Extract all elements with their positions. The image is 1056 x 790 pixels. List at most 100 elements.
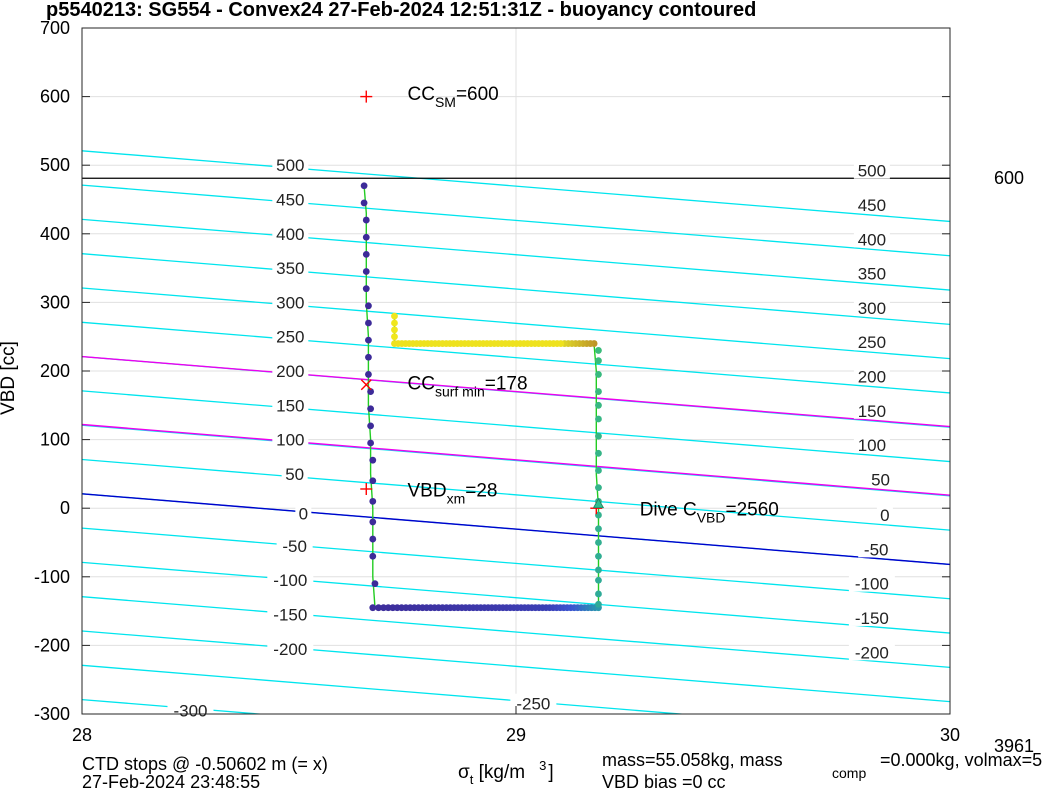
contour-label-bg bbox=[867, 469, 894, 488]
contour-label-bg bbox=[272, 155, 309, 174]
contour-label: -50 bbox=[282, 537, 307, 556]
chart-title: p5540213: SG554 - Convex24 27-Feb-2024 1… bbox=[46, 0, 756, 21]
contour-line bbox=[82, 596, 950, 668]
descent-point bbox=[365, 302, 372, 310]
ctd-stops-text: CTD stops @ -0.50602 m (= x) bbox=[82, 754, 328, 774]
descent-point bbox=[360, 199, 368, 207]
x-axis-label-symbol: σ bbox=[458, 762, 470, 783]
y-tick-label: 300 bbox=[40, 292, 70, 312]
contour-label: -200 bbox=[855, 643, 889, 662]
y-tick-label: -100 bbox=[34, 567, 70, 587]
contour-label-bg bbox=[853, 229, 890, 248]
annotation-value: =28 bbox=[465, 480, 497, 501]
descent-point bbox=[362, 250, 370, 258]
bottom-point bbox=[369, 604, 377, 612]
contour-label-bg bbox=[510, 693, 557, 712]
contour-label-bg bbox=[276, 535, 313, 554]
surface-point bbox=[391, 312, 398, 320]
zero-buoyancy-line bbox=[82, 493, 950, 566]
contour-label: 250 bbox=[858, 333, 886, 352]
contour-label: 250 bbox=[276, 328, 304, 347]
contour-label: 0 bbox=[880, 506, 889, 525]
contour-label-bg bbox=[267, 638, 314, 657]
contour-label-bg bbox=[853, 366, 890, 385]
contour-label: -100 bbox=[273, 571, 307, 590]
descent-point bbox=[369, 477, 377, 485]
annotation: CCSM=600 bbox=[408, 84, 499, 110]
contour-line bbox=[82, 698, 267, 714]
x-axis-label-subscript: t bbox=[470, 772, 474, 787]
x-axis-label-close: ] bbox=[548, 762, 553, 783]
contour-label-bg bbox=[848, 573, 895, 592]
descent-point bbox=[362, 216, 370, 224]
contour-label-bg bbox=[272, 429, 309, 448]
contour-label-bg bbox=[267, 570, 314, 589]
bottom-point bbox=[375, 604, 382, 612]
x-tick-label: 28 bbox=[72, 725, 92, 745]
ascent-point bbox=[595, 539, 602, 546]
contour-label-bg bbox=[848, 607, 895, 626]
contour-line bbox=[82, 561, 950, 634]
descent-point bbox=[365, 353, 372, 361]
descent-point bbox=[367, 422, 375, 430]
descent-point bbox=[369, 552, 377, 560]
annotation: CCsurf min=178 bbox=[408, 373, 528, 399]
annotation-subscript: surf min bbox=[435, 383, 485, 399]
contour-line bbox=[82, 527, 950, 600]
annotation-main: VBD bbox=[408, 480, 447, 501]
vbd-bias-text: VBD bias =0 cc bbox=[602, 772, 726, 790]
annotation: Dive CVBD=2560 bbox=[640, 500, 779, 526]
ascent-point bbox=[595, 388, 602, 395]
contour-label: 400 bbox=[276, 225, 304, 244]
descent-point bbox=[365, 319, 372, 327]
descent-point bbox=[360, 182, 368, 190]
contour-label-bg bbox=[853, 332, 890, 351]
dive-c-vbd-triangle bbox=[592, 497, 605, 509]
contour-label-bg bbox=[272, 258, 309, 277]
contour-line bbox=[82, 390, 950, 463]
x-axis-label-superscript: 3 bbox=[539, 758, 546, 773]
contour-line bbox=[82, 253, 950, 325]
contour-label: 50 bbox=[871, 470, 890, 489]
ascent-point bbox=[595, 552, 602, 560]
contour-labels: 500450400350300250200150100500-50-100-15… bbox=[167, 155, 895, 721]
annotation: VBDxm=28 bbox=[408, 480, 498, 506]
contour-label-bg bbox=[272, 189, 309, 208]
descent-point bbox=[369, 456, 377, 464]
buoyancy-contours bbox=[82, 150, 950, 714]
marker-cross-b bbox=[360, 379, 372, 391]
mass-text: mass=55.058kg, mass bbox=[602, 750, 783, 770]
x-axis-label: σt [kg/m 3] bbox=[458, 758, 554, 787]
contour-label: 100 bbox=[858, 436, 886, 455]
surface-point bbox=[391, 319, 398, 327]
descent-point bbox=[362, 268, 370, 275]
contour-label-bg bbox=[853, 194, 890, 213]
footer-right-number: 3961 bbox=[994, 736, 1034, 756]
y-tick-label: 100 bbox=[40, 430, 70, 450]
contour-label-bg bbox=[272, 326, 309, 345]
annotation-value: =178 bbox=[485, 373, 528, 394]
ascent-point bbox=[595, 576, 602, 584]
y-tick-label: 500 bbox=[40, 155, 70, 175]
y-axis-label: VBD [cc] bbox=[0, 341, 19, 415]
mass-comp-subscript: comp bbox=[832, 765, 866, 781]
ascent-point bbox=[595, 449, 602, 457]
descent-point bbox=[369, 518, 377, 526]
mass-volmax-text: =0.000kg, volmax=5 bbox=[880, 750, 1042, 770]
x-tick-label: 30 bbox=[940, 725, 960, 745]
annotation-subscript: xm bbox=[447, 490, 466, 506]
max-vbd-label: 600 bbox=[994, 168, 1024, 188]
contour-label-bg bbox=[848, 642, 895, 661]
contour-label: -50 bbox=[864, 540, 889, 559]
data-points bbox=[360, 182, 602, 612]
descent-point bbox=[369, 497, 377, 505]
surface-point bbox=[391, 326, 398, 334]
contour-label: -250 bbox=[516, 695, 550, 714]
contour-label: 350 bbox=[858, 265, 886, 284]
y-tick-label: 400 bbox=[40, 224, 70, 244]
contour-label-bg bbox=[858, 539, 895, 558]
contour-label-bg bbox=[853, 263, 890, 282]
annotation-value: =2560 bbox=[726, 500, 779, 521]
contour-label-bg bbox=[853, 160, 890, 179]
grid-lines bbox=[81, 27, 951, 715]
